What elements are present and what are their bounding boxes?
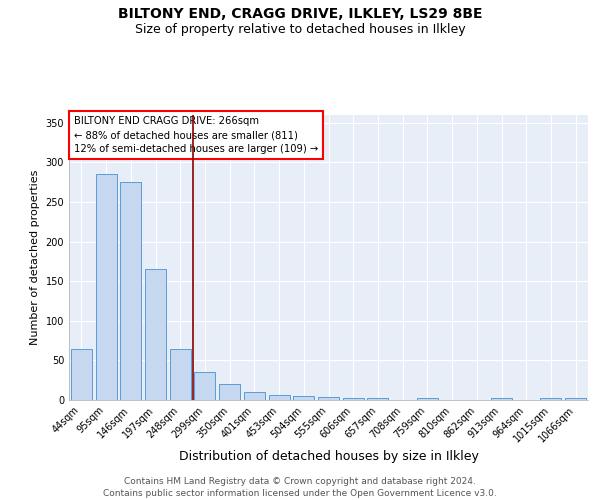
Bar [145,270,166,400]
Bar [318,397,339,400]
Text: BILTONY END, CRAGG DRIVE, ILKLEY, LS29 8BE: BILTONY END, CRAGG DRIVE, ILKLEY, LS29 8… [118,8,482,22]
Bar [95,174,116,400]
Bar [120,182,141,400]
Bar [170,348,191,400]
Y-axis label: Number of detached properties: Number of detached properties [30,170,40,345]
Bar [565,398,586,400]
Bar [293,396,314,400]
Bar [367,398,388,400]
Bar [491,398,512,400]
Bar [541,398,562,400]
Bar [343,398,364,400]
X-axis label: Distribution of detached houses by size in Ilkley: Distribution of detached houses by size … [179,450,478,462]
Bar [194,372,215,400]
Bar [71,348,92,400]
Bar [269,395,290,400]
Bar [244,392,265,400]
Text: Contains HM Land Registry data © Crown copyright and database right 2024.
Contai: Contains HM Land Registry data © Crown c… [103,476,497,498]
Bar [219,384,240,400]
Text: Size of property relative to detached houses in Ilkley: Size of property relative to detached ho… [134,22,466,36]
Bar [417,398,438,400]
Text: BILTONY END CRAGG DRIVE: 266sqm
← 88% of detached houses are smaller (811)
12% o: BILTONY END CRAGG DRIVE: 266sqm ← 88% of… [74,116,319,154]
